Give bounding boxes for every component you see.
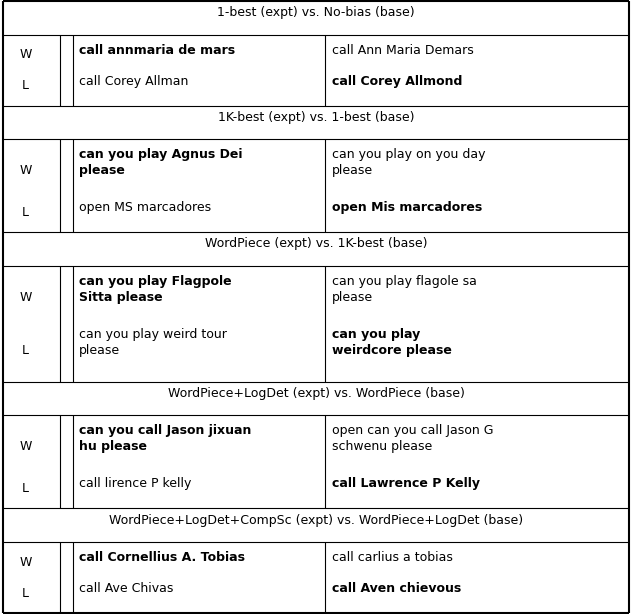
Text: W: W xyxy=(19,49,32,61)
Text: L: L xyxy=(21,206,29,219)
Text: open can you call Jason G: open can you call Jason G xyxy=(332,424,494,437)
Text: please: please xyxy=(79,164,125,177)
Text: can you play Agnus Dei: can you play Agnus Dei xyxy=(79,148,243,161)
Text: can you play Flagpole: can you play Flagpole xyxy=(79,274,231,287)
Text: can you play flagole sa: can you play flagole sa xyxy=(332,274,477,287)
Text: please: please xyxy=(79,344,120,357)
Text: open MS marcadores: open MS marcadores xyxy=(79,201,211,214)
Text: Sitta please: Sitta please xyxy=(79,290,162,303)
Text: L: L xyxy=(21,79,29,92)
Text: call annmaria de mars: call annmaria de mars xyxy=(79,44,235,56)
Text: weirdcore please: weirdcore please xyxy=(332,344,452,357)
Text: L: L xyxy=(21,482,29,495)
Text: 1K-best (expt) vs. 1-best (base): 1K-best (expt) vs. 1-best (base) xyxy=(218,111,414,123)
Text: W: W xyxy=(19,290,32,304)
Text: W: W xyxy=(19,440,32,453)
Text: WordPiece+LogDet (expt) vs. WordPiece (base): WordPiece+LogDet (expt) vs. WordPiece (b… xyxy=(167,387,465,400)
Text: WordPiece (expt) vs. 1K-best (base): WordPiece (expt) vs. 1K-best (base) xyxy=(205,238,427,251)
Text: call Cornellius A. Tobias: call Cornellius A. Tobias xyxy=(79,551,245,564)
Text: can you play weird tour: can you play weird tour xyxy=(79,328,227,341)
Text: L: L xyxy=(21,586,29,599)
Text: WordPiece+LogDet+CompSc (expt) vs. WordPiece+LogDet (base): WordPiece+LogDet+CompSc (expt) vs. WordP… xyxy=(109,513,523,527)
Text: call Corey Allman: call Corey Allman xyxy=(79,74,188,88)
Text: L: L xyxy=(21,344,29,357)
Text: open Mis marcadores: open Mis marcadores xyxy=(332,201,482,214)
Text: call Ave Chivas: call Ave Chivas xyxy=(79,582,173,595)
Text: call lirence P kelly: call lirence P kelly xyxy=(79,478,191,491)
Text: can you play on you day: can you play on you day xyxy=(332,148,485,161)
Text: please: please xyxy=(332,290,373,303)
Text: 1-best (expt) vs. No-bias (base): 1-best (expt) vs. No-bias (base) xyxy=(217,6,415,19)
Text: W: W xyxy=(19,556,32,569)
Text: call Aven chievous: call Aven chievous xyxy=(332,582,461,595)
Text: hu please: hu please xyxy=(79,440,147,453)
Text: call Ann Maria Demars: call Ann Maria Demars xyxy=(332,44,473,56)
Text: call Corey Allmond: call Corey Allmond xyxy=(332,74,462,88)
Text: can you play: can you play xyxy=(332,328,420,341)
Text: please: please xyxy=(332,164,373,177)
Text: schwenu please: schwenu please xyxy=(332,440,432,453)
Text: call Lawrence P Kelly: call Lawrence P Kelly xyxy=(332,478,480,491)
Text: can you call Jason jixuan: can you call Jason jixuan xyxy=(79,424,252,437)
Text: W: W xyxy=(19,164,32,177)
Text: call carlius a tobias: call carlius a tobias xyxy=(332,551,453,564)
